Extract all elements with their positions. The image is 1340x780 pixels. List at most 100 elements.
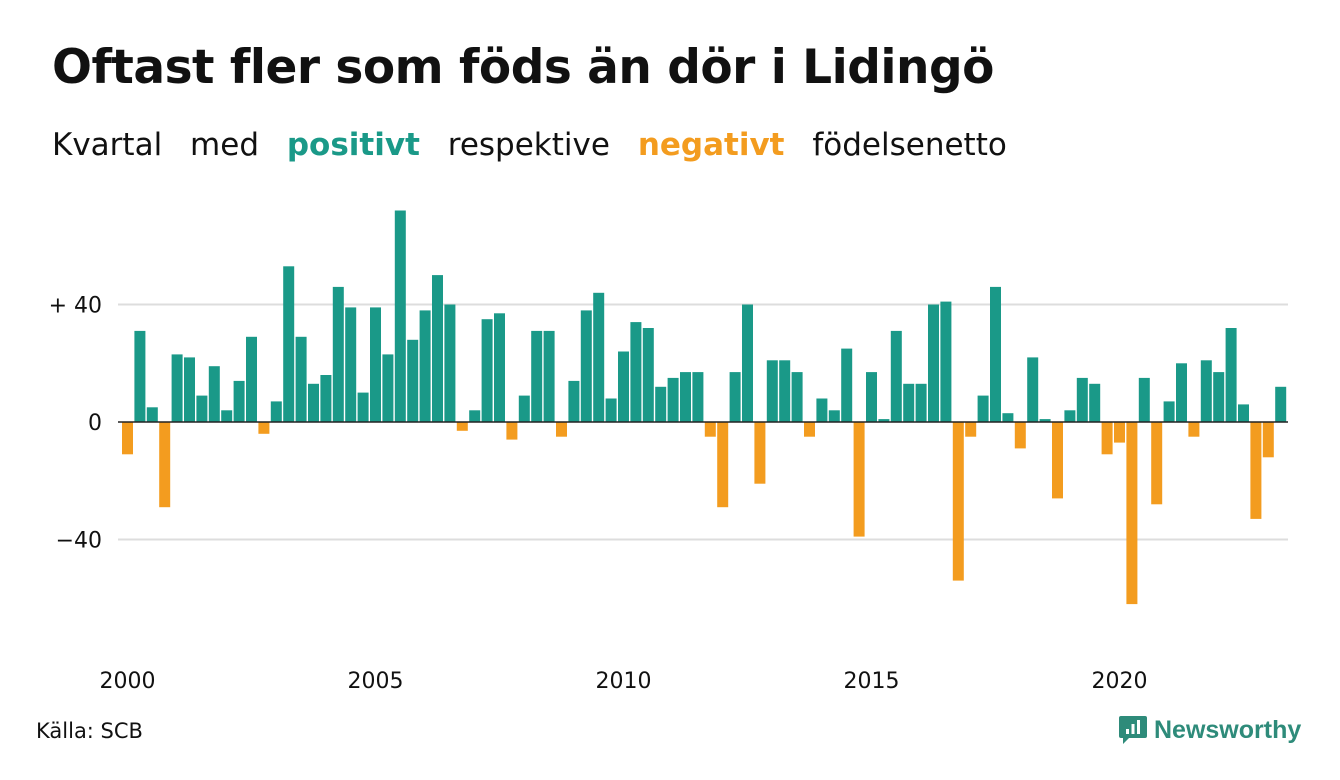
bar [1188,422,1200,437]
bar [1151,422,1163,505]
bar [394,210,406,422]
bar [1114,422,1125,443]
bar [481,319,493,422]
bar [1200,360,1212,422]
bar [171,354,183,422]
bar [518,395,530,422]
grid-lines [118,303,1288,541]
bar [283,266,295,422]
bar [246,336,257,422]
bar [680,372,691,422]
bar [146,407,158,422]
bar [593,292,605,423]
bar [494,313,505,422]
bar [444,304,456,422]
subtitle-positive-label: positivt [286,127,420,163]
bar [419,310,431,422]
bar [1002,413,1014,422]
bar [568,380,580,422]
bar [556,422,567,437]
bar [791,372,803,422]
bar [704,422,716,437]
bar [729,372,741,422]
subtitle-word-birth-net: födelsenetto [812,127,1007,163]
bar [531,330,543,422]
bar [903,383,915,422]
bar [828,410,840,423]
bar [866,372,877,422]
bar [208,366,220,422]
bar [543,330,555,422]
x-tick-label: 2015 [844,669,900,694]
bar [270,401,282,422]
bar [1275,386,1287,423]
bar [928,304,939,422]
chart-title: Oftast fler som föds än dör i Lidingö [52,40,994,95]
bar [1014,422,1026,449]
bar [320,375,332,422]
bar [642,328,654,422]
bar [742,304,753,422]
bar [630,322,642,422]
bar [915,383,927,422]
bar [1213,372,1225,422]
bar [965,422,977,437]
bar [1039,419,1051,422]
y-tick-label: −40 [56,529,102,554]
bar [692,372,704,422]
bar [1163,401,1175,422]
x-axis-labels: 2000 2005 2010 2015 2020 [100,669,1148,694]
bar [469,410,481,423]
bar [196,395,208,422]
bar [878,419,890,422]
bar [357,392,369,422]
bar [779,360,791,422]
bar [407,339,419,423]
bar [1101,422,1113,455]
bar [605,398,617,422]
bar [134,330,146,422]
bar [890,330,902,422]
y-tick-label: 0 [88,411,102,436]
source-note: Källa: SCB [36,719,143,743]
subtitle-word-with: med [190,127,259,163]
bar [432,275,443,422]
bar [1238,404,1249,422]
bar [990,286,1001,422]
bar [1176,363,1187,423]
bar [382,354,394,422]
bar [1126,422,1138,605]
bar [1089,383,1101,422]
bar [1250,422,1262,519]
y-axis-labels: + 40 0 −40 [49,294,102,554]
x-tick-label: 2020 [1092,669,1148,694]
bar [940,301,952,422]
bar [580,310,592,422]
subtitle-word-quarter: Kvartal [52,127,163,163]
bar [159,422,171,508]
bar-series [122,210,1287,605]
bar [754,422,766,484]
bar [804,422,815,437]
newsworthy-logo-text: Newsworthy [1154,715,1302,744]
bar [816,398,828,422]
bar [618,351,629,422]
bar [667,377,679,422]
x-tick-label: 2000 [100,669,156,694]
bar [221,410,233,423]
x-tick-label: 2005 [348,669,404,694]
subtitle-word-respectively: respektive [447,127,610,163]
bar [370,307,381,422]
bar [233,380,245,422]
bar [456,422,468,431]
bar [258,422,270,434]
bar [332,286,344,422]
x-tick-label: 2010 [596,669,652,694]
bar [1225,328,1237,422]
bar [1052,422,1063,499]
bar [952,422,964,581]
chart-subtitle: Kvartal med positivt respektive negativt… [52,127,1025,163]
bar [717,422,729,508]
bar [1027,357,1039,422]
bar [853,422,865,537]
